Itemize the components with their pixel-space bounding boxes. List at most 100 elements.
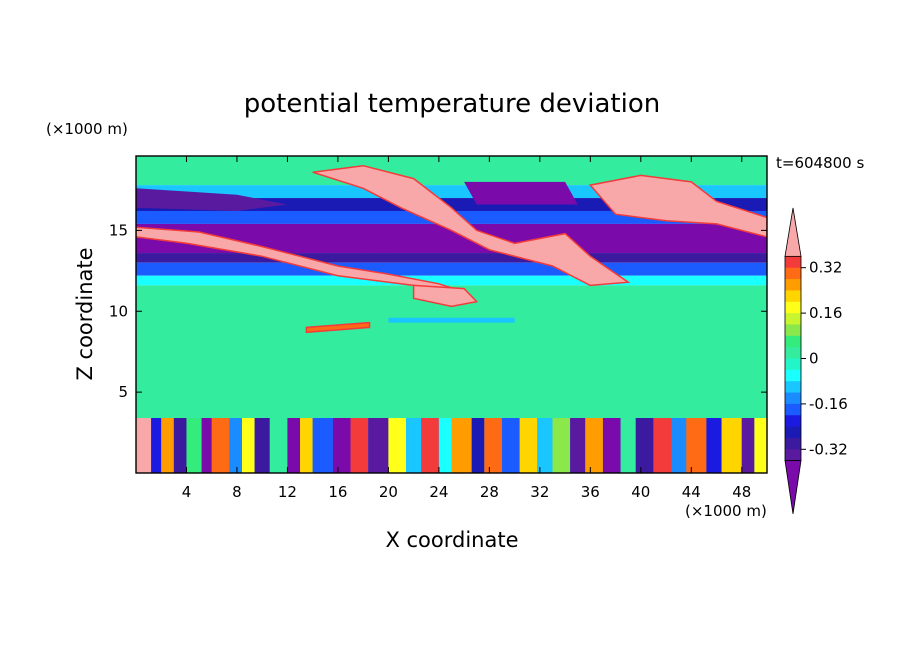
colorbar-swatch	[785, 381, 801, 393]
boundary-layer-cell-21	[451, 418, 472, 473]
plot-area	[136, 156, 767, 473]
warm-blob-x39	[588, 174, 767, 238]
boundary-layer-cell-7	[229, 418, 243, 473]
field-band-8	[136, 285, 767, 419]
boundary-layer-cell-12	[300, 418, 313, 473]
field-band-6	[136, 262, 767, 276]
colorbar-swatch	[785, 437, 801, 450]
colorbar-tick-label: 0.16	[809, 304, 842, 322]
colorbar-tick-label: 0.32	[809, 259, 842, 277]
boundary-layer-cell-30	[602, 418, 621, 473]
colorbar-swatch	[785, 267, 801, 280]
boundary-layer-cell-23	[484, 418, 502, 473]
warm-streak-x15	[305, 321, 371, 334]
x-tick-label: 4	[182, 483, 192, 501]
boundary-layer-cell-29	[585, 418, 603, 473]
boundary-layer-cell-4	[186, 418, 202, 473]
x-tick-label: 44	[682, 483, 701, 501]
cold-pool-x20	[337, 227, 465, 253]
boundary-layer-cell-27	[552, 418, 571, 473]
colorbar-swatch	[785, 335, 801, 348]
colorbar-swatch	[785, 324, 801, 337]
cold-pool-x4	[136, 188, 288, 211]
boundary-layer-cell-25	[519, 418, 538, 473]
y-tick-label: 5	[118, 383, 128, 401]
colorbar-swatch	[785, 347, 801, 359]
boundary-layer-cell-33	[653, 418, 672, 473]
boundary-layer-cell-5	[201, 418, 212, 473]
x-tick-label: 36	[581, 483, 600, 501]
colorbar-tick-label: -0.16	[809, 395, 848, 413]
x-tick-label: 48	[732, 483, 751, 501]
boundary-layer-cell-17	[388, 418, 407, 473]
boundary-layer-cell-18	[406, 418, 422, 473]
x-tick-label: 20	[379, 483, 398, 501]
colorbar-swatch	[785, 313, 801, 325]
colorbar: 0.32 0.16 0 -0.16 -0.32	[784, 207, 848, 515]
cool-streak-x25	[388, 317, 515, 323]
x-tick-label: 12	[278, 483, 297, 501]
boundary-layer-cell-16	[368, 418, 389, 473]
colorbar-swatch	[785, 279, 801, 291]
y-unit-label: (×1000 m)	[46, 120, 128, 138]
boundary-layer-cell-38	[741, 418, 755, 473]
colorbar-tick-label: -0.32	[809, 440, 848, 458]
x-unit-label: (×1000 m)	[685, 502, 767, 520]
boundary-layer-cell-19	[421, 418, 439, 473]
cold-pool-x27	[464, 181, 578, 205]
field-band-5	[136, 253, 767, 263]
colorbar-top-arrow	[784, 207, 802, 257]
boundary-layer-cell-15	[350, 418, 369, 473]
boundary-layer-cell-8	[242, 418, 255, 473]
x-tick-label: 28	[480, 483, 499, 501]
boundary-layer-cell-3	[173, 418, 187, 473]
y-axis-label: Z coordinate	[73, 247, 97, 380]
colorbar-swatch	[785, 290, 801, 303]
colorbar-swatch	[785, 358, 801, 371]
x-tick-label: 8	[232, 483, 242, 501]
boundary-layer-cell-36	[706, 418, 722, 473]
x-tick-label: 16	[328, 483, 347, 501]
colorbar-swatch	[785, 256, 801, 269]
boundary-layer-cell-26	[537, 418, 553, 473]
time-label: t=604800 s	[776, 154, 864, 172]
colorbar-swatch	[785, 403, 801, 416]
x-tick-label: 40	[631, 483, 650, 501]
y-tick-label: 10	[109, 302, 128, 320]
boundary-layer-cell-2	[161, 418, 174, 473]
boundary-layer-cell-0	[136, 418, 152, 473]
plot-frame	[135, 155, 768, 474]
boundary-layer-cell-37	[721, 418, 742, 473]
boundary-layer-cell-11	[287, 418, 301, 473]
chart-title: potential temperature deviation	[244, 89, 660, 119]
x-axis-ticks: 4 8 12 16 20 24 28 32 36 40 44 48	[182, 156, 751, 501]
boundary-layer-cell-13	[312, 418, 333, 473]
colorbar-swatch	[785, 449, 801, 462]
y-tick-label: 15	[109, 221, 128, 239]
warm-patch-x25	[412, 284, 479, 308]
boundary-layer-cell-39	[754, 418, 767, 473]
boundary-layer-cell-9	[254, 418, 270, 473]
boundary-layer-cell-28	[570, 418, 586, 473]
x-tick-label: 32	[530, 483, 549, 501]
boundary-layer-cell-1	[151, 418, 162, 473]
boundary-layer-cell-10	[269, 418, 288, 473]
boundary-layer-cell-14	[332, 418, 351, 473]
colorbar-bottom-arrow	[784, 460, 802, 515]
boundary-layer-cell-34	[671, 418, 687, 473]
colorbar-tick-label: 0	[809, 350, 819, 368]
boundary-layer-cell-31	[620, 418, 636, 473]
colorbar-swatch	[785, 301, 801, 314]
boundary-layer-cell-22	[471, 418, 485, 473]
field-band-7	[136, 275, 767, 286]
y-axis-ticks: 5 10 15	[109, 221, 767, 401]
x-tick-label: 24	[429, 483, 448, 501]
warm-blob-x16	[312, 164, 631, 287]
boundary-layer-cell-35	[686, 418, 707, 473]
boundary-layer-cell-6	[211, 418, 230, 473]
colorbar-swatch	[785, 415, 801, 427]
boundary-layer-cell-20	[438, 418, 452, 473]
x-axis-label: X coordinate	[385, 528, 518, 552]
colorbar-swatch	[785, 392, 801, 405]
